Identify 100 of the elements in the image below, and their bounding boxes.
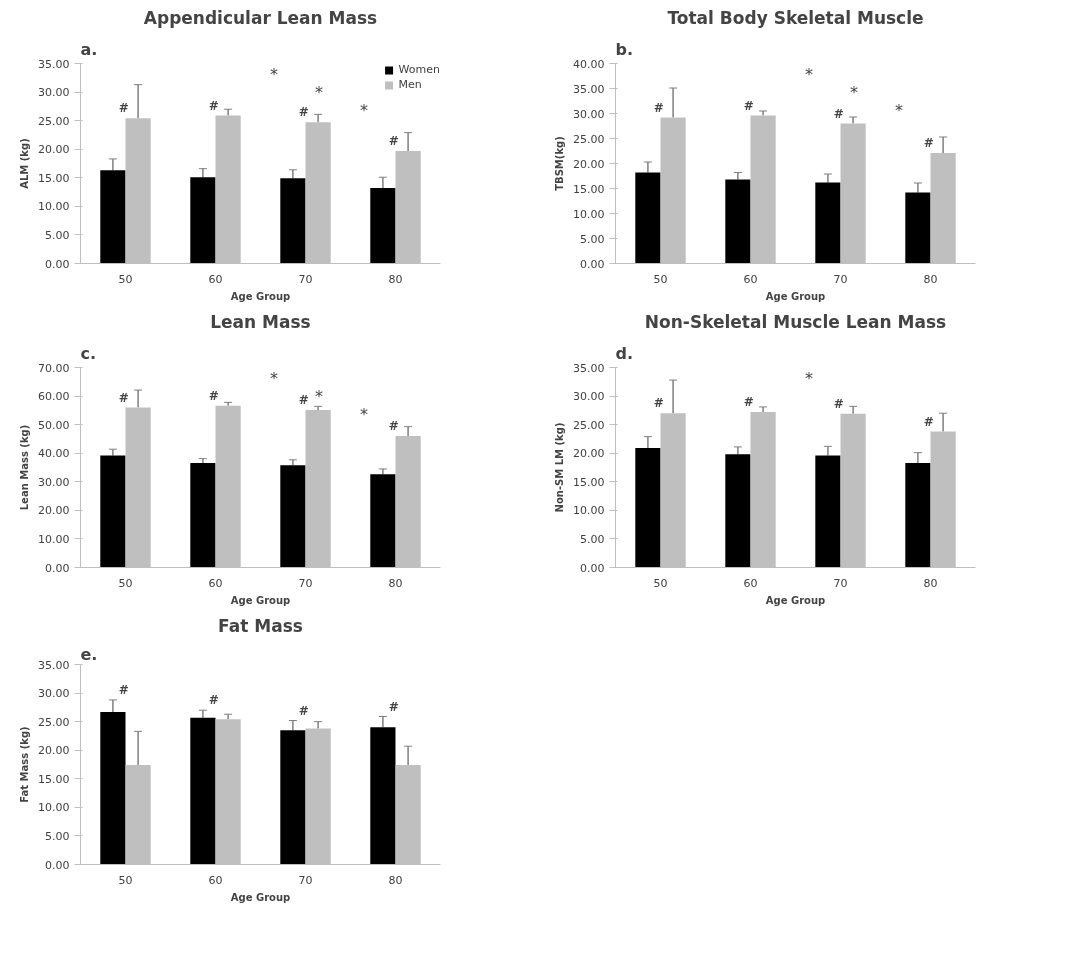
y-tick-label: 30.00 (38, 86, 70, 100)
annotation: # (298, 105, 309, 120)
annotation: # (118, 682, 129, 697)
annotation: # (743, 395, 754, 410)
chart-title: Non-Skeletal Muscle Lean Mass (644, 311, 947, 332)
y-tick-label: 15.00 (38, 772, 70, 786)
y-tick-label: 0.00 (580, 257, 605, 271)
text: a. (80, 39, 98, 59)
y-tick-label: 30.00 (38, 687, 70, 701)
annotation: # (653, 396, 664, 411)
y-tick-label: 0.00 (45, 257, 70, 271)
x-tick-label: 60 (743, 272, 758, 286)
bar (370, 474, 396, 568)
text: e. (80, 644, 98, 664)
y-tick-label: 5.00 (45, 829, 70, 843)
y-tick-label: 0.00 (45, 858, 70, 872)
y-tick-label: 35.00 (573, 82, 605, 96)
x-tick-label: 70 (298, 873, 313, 887)
bar (725, 454, 751, 568)
y-tick-label: 5.00 (580, 232, 605, 246)
y-tick-label: 40.00 (38, 447, 70, 461)
x-tick-label: 70 (298, 576, 313, 590)
annotation: * (360, 404, 368, 424)
x-tick-label: 80 (923, 272, 938, 286)
text: c. (80, 343, 97, 363)
chart-title: Total Body Skeletal Muscle (667, 7, 924, 28)
text: d. (615, 343, 634, 363)
y-tick-label: 0.00 (580, 561, 605, 575)
annotation: # (298, 393, 309, 408)
y-tick-label: 60.00 (38, 390, 70, 404)
y-tick-label: 40.00 (573, 57, 605, 71)
y-tick-label: 5.00 (580, 532, 605, 546)
y-tick-label: 10.00 (38, 532, 70, 546)
bar (190, 177, 216, 264)
y-tick-label: 15.00 (573, 475, 605, 489)
y-axis-title: Non-SM LM (kg) (554, 422, 566, 513)
y-tick-label: 50.00 (38, 418, 70, 432)
x-tick-label: 50 (653, 576, 668, 590)
y-tick-label: 20.00 (573, 447, 605, 461)
bar (100, 455, 126, 568)
legend-label: Women (398, 63, 440, 76)
bar (100, 711, 126, 865)
y-tick-label: 15.00 (38, 171, 70, 185)
x-tick-label: 80 (388, 873, 403, 887)
x-tick-label: 50 (118, 576, 133, 590)
x-tick-label: 80 (388, 272, 403, 286)
x-tick-label: 50 (653, 272, 668, 286)
x-tick-label: 80 (923, 576, 938, 590)
y-tick-label: 20.00 (38, 504, 70, 518)
x-tick-label: 60 (743, 576, 758, 590)
annotation: * (360, 100, 368, 120)
annotation: # (923, 414, 934, 429)
bar (280, 730, 306, 865)
annotation: * (315, 82, 323, 102)
bar (190, 717, 216, 865)
annotation: # (118, 101, 129, 116)
x-tick-label: 60 (208, 576, 223, 590)
y-tick-label: 20.00 (573, 157, 605, 171)
annotation: # (743, 98, 754, 113)
y-axis-title: ALM (kg) (19, 138, 31, 189)
bar (370, 188, 396, 264)
y-tick-label: 5.00 (45, 228, 70, 242)
x-axis-title: Age Group (765, 594, 826, 606)
y-tick-label: 10.00 (38, 200, 70, 214)
y-tick-label: 30.00 (38, 475, 70, 489)
annotation: # (388, 699, 399, 714)
y-tick-label: 10.00 (573, 207, 605, 221)
y-tick-label: 25.00 (573, 418, 605, 432)
y-tick-label: 25.00 (573, 132, 605, 146)
bar (725, 179, 751, 264)
y-tick-label: 35.00 (573, 361, 605, 375)
x-tick-label: 60 (208, 873, 223, 887)
y-tick-label: 35.00 (38, 57, 70, 71)
annotation: * (895, 100, 903, 120)
annotation: # (298, 703, 309, 718)
bar (905, 462, 931, 568)
annotation: # (388, 133, 399, 148)
annotation: # (208, 98, 219, 113)
chart-title: Lean Mass (210, 311, 311, 332)
legend-label: Men (398, 78, 422, 91)
bar (100, 170, 126, 264)
x-axis-title: Age Group (230, 891, 291, 903)
y-tick-label: 25.00 (38, 715, 70, 729)
y-tick-label: 20.00 (38, 143, 70, 157)
annotation: # (833, 396, 844, 411)
chart-title: Fat Mass (218, 615, 303, 636)
annotation: # (208, 388, 219, 403)
y-tick-label: 10.00 (38, 801, 70, 815)
y-axis-title: Fat Mass (kg) (19, 726, 31, 803)
y-tick-label: 35.00 (38, 658, 70, 672)
annotation: # (653, 100, 664, 115)
y-tick-label: 0.00 (45, 561, 70, 575)
bar (280, 178, 306, 264)
y-tick-label: 20.00 (38, 744, 70, 758)
x-tick-label: 70 (833, 272, 848, 286)
bar (815, 182, 841, 264)
bar (635, 448, 661, 568)
annotation: # (833, 106, 844, 121)
bar (635, 172, 661, 264)
annotation: # (388, 419, 399, 434)
